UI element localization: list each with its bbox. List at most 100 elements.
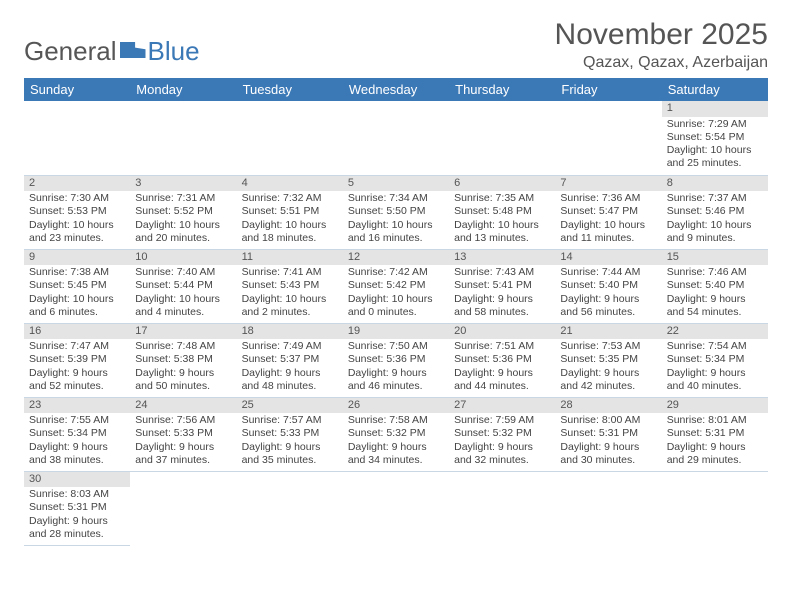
calendar-cell bbox=[24, 101, 130, 175]
sunrise-text: Sunrise: 8:01 AM bbox=[667, 414, 763, 427]
daylight-text: Daylight: 10 hours and 16 minutes. bbox=[348, 219, 444, 245]
calendar-cell: 20Sunrise: 7:51 AMSunset: 5:36 PMDayligh… bbox=[449, 323, 555, 397]
day-number: 23 bbox=[24, 398, 130, 414]
sunset-text: Sunset: 5:32 PM bbox=[348, 427, 444, 440]
sunset-text: Sunset: 5:38 PM bbox=[135, 353, 231, 366]
day-body: Sunrise: 7:55 AMSunset: 5:34 PMDaylight:… bbox=[24, 413, 130, 469]
sunset-text: Sunset: 5:34 PM bbox=[667, 353, 763, 366]
sunset-text: Sunset: 5:31 PM bbox=[667, 427, 763, 440]
sunset-text: Sunset: 5:52 PM bbox=[135, 205, 231, 218]
flag-icon bbox=[120, 42, 146, 58]
col-monday: Monday bbox=[130, 78, 236, 101]
day-number: 28 bbox=[555, 398, 661, 414]
calendar-cell: 18Sunrise: 7:49 AMSunset: 5:37 PMDayligh… bbox=[237, 323, 343, 397]
sunset-text: Sunset: 5:31 PM bbox=[560, 427, 656, 440]
day-number: 20 bbox=[449, 324, 555, 340]
daylight-text: Daylight: 9 hours and 42 minutes. bbox=[560, 367, 656, 393]
day-number: 12 bbox=[343, 250, 449, 266]
daylight-text: Daylight: 9 hours and 32 minutes. bbox=[454, 441, 550, 467]
location: Qazax, Qazax, Azerbaijan bbox=[555, 54, 768, 72]
sunset-text: Sunset: 5:36 PM bbox=[348, 353, 444, 366]
col-tuesday: Tuesday bbox=[237, 78, 343, 101]
day-body: Sunrise: 7:59 AMSunset: 5:32 PMDaylight:… bbox=[449, 413, 555, 469]
daylight-text: Daylight: 10 hours and 2 minutes. bbox=[242, 293, 338, 319]
calendar-cell: 2Sunrise: 7:30 AMSunset: 5:53 PMDaylight… bbox=[24, 175, 130, 249]
col-wednesday: Wednesday bbox=[343, 78, 449, 101]
sunrise-text: Sunrise: 7:48 AM bbox=[135, 340, 231, 353]
day-number: 11 bbox=[237, 250, 343, 266]
day-body: Sunrise: 7:54 AMSunset: 5:34 PMDaylight:… bbox=[662, 339, 768, 395]
title-block: November 2025 Qazax, Qazax, Azerbaijan bbox=[555, 18, 768, 72]
daylight-text: Daylight: 9 hours and 37 minutes. bbox=[135, 441, 231, 467]
daylight-text: Daylight: 9 hours and 38 minutes. bbox=[29, 441, 125, 467]
daylight-text: Daylight: 9 hours and 46 minutes. bbox=[348, 367, 444, 393]
day-number: 26 bbox=[343, 398, 449, 414]
sunset-text: Sunset: 5:45 PM bbox=[29, 279, 125, 292]
sunset-text: Sunset: 5:36 PM bbox=[454, 353, 550, 366]
col-saturday: Saturday bbox=[662, 78, 768, 101]
calendar-cell: 1Sunrise: 7:29 AMSunset: 5:54 PMDaylight… bbox=[662, 101, 768, 175]
calendar-cell bbox=[662, 471, 768, 545]
calendar-table: Sunday Monday Tuesday Wednesday Thursday… bbox=[24, 78, 768, 546]
day-number: 6 bbox=[449, 176, 555, 192]
day-body: Sunrise: 7:58 AMSunset: 5:32 PMDaylight:… bbox=[343, 413, 449, 469]
calendar-cell: 22Sunrise: 7:54 AMSunset: 5:34 PMDayligh… bbox=[662, 323, 768, 397]
day-number: 8 bbox=[662, 176, 768, 192]
sunrise-text: Sunrise: 7:59 AM bbox=[454, 414, 550, 427]
day-number: 21 bbox=[555, 324, 661, 340]
day-body: Sunrise: 7:47 AMSunset: 5:39 PMDaylight:… bbox=[24, 339, 130, 395]
day-body: Sunrise: 7:44 AMSunset: 5:40 PMDaylight:… bbox=[555, 265, 661, 321]
daylight-text: Daylight: 10 hours and 18 minutes. bbox=[242, 219, 338, 245]
day-number: 3 bbox=[130, 176, 236, 192]
daylight-text: Daylight: 10 hours and 6 minutes. bbox=[29, 293, 125, 319]
sunrise-text: Sunrise: 7:55 AM bbox=[29, 414, 125, 427]
sunset-text: Sunset: 5:50 PM bbox=[348, 205, 444, 218]
calendar-week: 30Sunrise: 8:03 AMSunset: 5:31 PMDayligh… bbox=[24, 471, 768, 545]
calendar-week: 2Sunrise: 7:30 AMSunset: 5:53 PMDaylight… bbox=[24, 175, 768, 249]
calendar-cell: 12Sunrise: 7:42 AMSunset: 5:42 PMDayligh… bbox=[343, 249, 449, 323]
calendar-cell bbox=[343, 101, 449, 175]
daylight-text: Daylight: 10 hours and 11 minutes. bbox=[560, 219, 656, 245]
daylight-text: Daylight: 9 hours and 54 minutes. bbox=[667, 293, 763, 319]
sunrise-text: Sunrise: 7:58 AM bbox=[348, 414, 444, 427]
calendar-cell: 29Sunrise: 8:01 AMSunset: 5:31 PMDayligh… bbox=[662, 397, 768, 471]
calendar-cell: 11Sunrise: 7:41 AMSunset: 5:43 PMDayligh… bbox=[237, 249, 343, 323]
day-body: Sunrise: 7:31 AMSunset: 5:52 PMDaylight:… bbox=[130, 191, 236, 247]
calendar-cell: 28Sunrise: 8:00 AMSunset: 5:31 PMDayligh… bbox=[555, 397, 661, 471]
sunrise-text: Sunrise: 7:49 AM bbox=[242, 340, 338, 353]
calendar-cell: 7Sunrise: 7:36 AMSunset: 5:47 PMDaylight… bbox=[555, 175, 661, 249]
sunrise-text: Sunrise: 7:35 AM bbox=[454, 192, 550, 205]
day-number: 18 bbox=[237, 324, 343, 340]
daylight-text: Daylight: 9 hours and 56 minutes. bbox=[560, 293, 656, 319]
daylight-text: Daylight: 10 hours and 25 minutes. bbox=[667, 144, 763, 170]
sunset-text: Sunset: 5:47 PM bbox=[560, 205, 656, 218]
day-number: 25 bbox=[237, 398, 343, 414]
calendar-cell: 10Sunrise: 7:40 AMSunset: 5:44 PMDayligh… bbox=[130, 249, 236, 323]
sunset-text: Sunset: 5:35 PM bbox=[560, 353, 656, 366]
daylight-text: Daylight: 9 hours and 34 minutes. bbox=[348, 441, 444, 467]
day-body: Sunrise: 7:49 AMSunset: 5:37 PMDaylight:… bbox=[237, 339, 343, 395]
col-thursday: Thursday bbox=[449, 78, 555, 101]
calendar-cell bbox=[130, 101, 236, 175]
day-number: 14 bbox=[555, 250, 661, 266]
day-number: 16 bbox=[24, 324, 130, 340]
calendar-week: 9Sunrise: 7:38 AMSunset: 5:45 PMDaylight… bbox=[24, 249, 768, 323]
sunrise-text: Sunrise: 7:46 AM bbox=[667, 266, 763, 279]
calendar-cell bbox=[237, 471, 343, 545]
calendar-cell: 9Sunrise: 7:38 AMSunset: 5:45 PMDaylight… bbox=[24, 249, 130, 323]
sunrise-text: Sunrise: 7:40 AM bbox=[135, 266, 231, 279]
month-title: November 2025 bbox=[555, 18, 768, 52]
day-number: 29 bbox=[662, 398, 768, 414]
calendar-cell: 8Sunrise: 7:37 AMSunset: 5:46 PMDaylight… bbox=[662, 175, 768, 249]
sunset-text: Sunset: 5:41 PM bbox=[454, 279, 550, 292]
day-body: Sunrise: 7:56 AMSunset: 5:33 PMDaylight:… bbox=[130, 413, 236, 469]
sunrise-text: Sunrise: 7:41 AM bbox=[242, 266, 338, 279]
sunset-text: Sunset: 5:34 PM bbox=[29, 427, 125, 440]
calendar-cell: 17Sunrise: 7:48 AMSunset: 5:38 PMDayligh… bbox=[130, 323, 236, 397]
sunset-text: Sunset: 5:48 PM bbox=[454, 205, 550, 218]
calendar-cell bbox=[237, 101, 343, 175]
day-number: 5 bbox=[343, 176, 449, 192]
calendar-cell bbox=[449, 101, 555, 175]
logo: General Blue bbox=[24, 36, 200, 67]
daylight-text: Daylight: 9 hours and 30 minutes. bbox=[560, 441, 656, 467]
